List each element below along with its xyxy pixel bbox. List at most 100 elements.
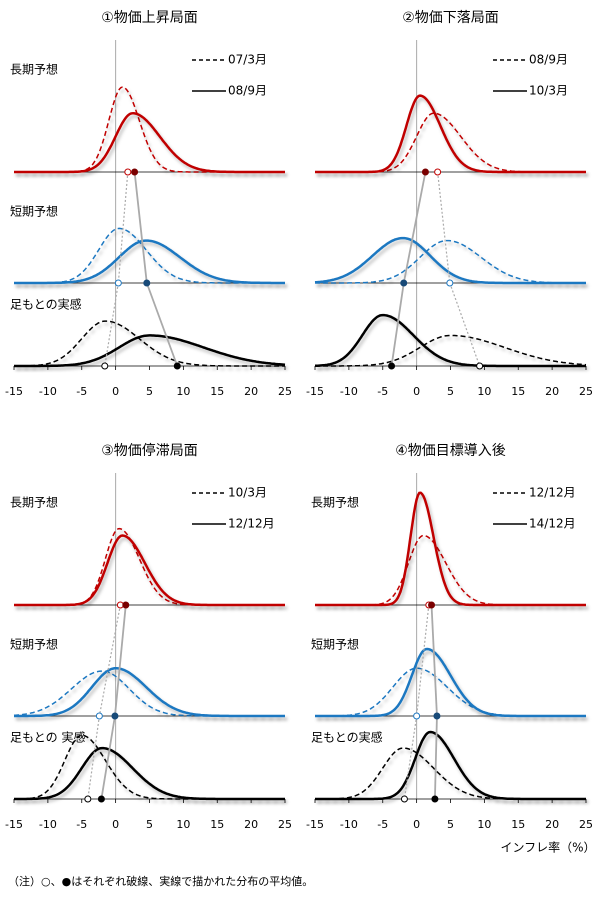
mean-dot xyxy=(413,712,421,720)
density-curve xyxy=(14,734,285,800)
mean-connector xyxy=(434,715,438,800)
mean-dot xyxy=(111,712,119,720)
x-tick-label: 0 xyxy=(413,818,420,831)
mean-dot xyxy=(433,712,441,720)
mean-dot xyxy=(428,601,436,609)
x-tick-label: 5 xyxy=(146,818,153,831)
mean-connector xyxy=(133,171,148,284)
density-curve xyxy=(315,491,586,607)
legend-label: 10/3月 xyxy=(529,84,568,98)
row-label: 短期予想 xyxy=(10,204,58,219)
row-label: 長期予想 xyxy=(311,495,359,510)
density-curve xyxy=(315,647,586,718)
density-curve xyxy=(315,313,586,368)
row-label: 足もとの 実感 xyxy=(10,730,85,745)
panel-title: ①物価上昇局面 xyxy=(101,10,198,26)
mean-connector xyxy=(145,282,179,367)
x-tick-label: 10 xyxy=(176,385,190,398)
density-curve xyxy=(14,86,285,173)
mean-dot xyxy=(143,279,151,287)
note: （注）○、●はそれぞれ破線、実線で描かれた分布の平均値。 xyxy=(8,874,313,888)
density-curve xyxy=(14,667,285,718)
x-tick-label: 15 xyxy=(210,818,224,831)
density-curve xyxy=(14,527,285,606)
mean-dot xyxy=(388,362,396,370)
mean-connector xyxy=(403,715,418,800)
mean-dot xyxy=(122,601,130,609)
x-tick-label: -10 xyxy=(340,818,358,831)
mean-connector xyxy=(437,171,451,284)
mean-dot xyxy=(124,168,132,176)
density-curve xyxy=(315,747,586,800)
x-tick-label: -10 xyxy=(39,818,57,831)
row-label: 長期予想 xyxy=(10,495,58,510)
x-tick-label: 25 xyxy=(579,385,593,398)
x-tick-label: 0 xyxy=(112,385,119,398)
mean-connector xyxy=(87,715,100,800)
x-tick-label: -15 xyxy=(5,818,23,831)
x-tick-label: 15 xyxy=(210,385,224,398)
mean-dot xyxy=(95,712,103,720)
x-tick-label: 25 xyxy=(579,818,593,831)
mean-dot xyxy=(446,279,454,287)
mean-dot xyxy=(476,362,484,370)
density-curve xyxy=(315,112,586,173)
mean-connector xyxy=(98,604,121,717)
mean-dot xyxy=(434,168,442,176)
x-tick-label: -15 xyxy=(306,818,324,831)
x-tick-label: 15 xyxy=(511,818,525,831)
mean-dot xyxy=(131,168,139,176)
x-tick-label: 20 xyxy=(545,385,559,398)
mean-dot xyxy=(84,795,92,803)
mean-dot xyxy=(173,362,181,370)
x-tick-label: -5 xyxy=(377,385,388,398)
mean-connector xyxy=(402,171,427,284)
x-tick-label: 5 xyxy=(447,818,454,831)
x-tick-label: -15 xyxy=(306,385,324,398)
x-axis-label: インフレ率（%） xyxy=(500,840,595,855)
mean-dot xyxy=(400,279,408,287)
density-curve xyxy=(14,746,285,801)
x-tick-label: 0 xyxy=(112,818,119,831)
mean-dot xyxy=(421,168,429,176)
density-curve xyxy=(14,334,286,368)
x-tick-label: 15 xyxy=(511,385,525,398)
row-label: 短期予想 xyxy=(311,637,359,652)
x-tick-label: 20 xyxy=(244,818,258,831)
row-label: 短期予想 xyxy=(10,637,58,652)
row-label: 長期予想 xyxy=(10,62,58,77)
legend-label: 08/9月 xyxy=(529,53,568,67)
density-curve xyxy=(315,334,587,367)
mean-connector xyxy=(390,282,405,367)
x-tick-label: 25 xyxy=(278,385,292,398)
panel-title: ③物価停滞局面 xyxy=(101,442,198,459)
x-tick-label: 20 xyxy=(545,818,559,831)
density-curve xyxy=(14,534,285,607)
row-label: 足もとの実感 xyxy=(10,297,82,312)
panel-title: ④物価目標導入後 xyxy=(395,443,506,459)
density-curve xyxy=(13,670,285,717)
mean-dot xyxy=(101,362,109,370)
density-curve xyxy=(315,94,586,174)
mean-connector xyxy=(449,282,481,367)
density-curve xyxy=(314,236,586,285)
panel-title: ②物価下落局面 xyxy=(402,10,499,26)
x-tick-label: -5 xyxy=(377,818,388,831)
density-curve xyxy=(14,111,285,174)
legend-label: 07/3月 xyxy=(228,53,267,67)
x-tick-label: 0 xyxy=(413,385,420,398)
x-tick-label: 10 xyxy=(477,818,491,831)
x-tick-label: 10 xyxy=(176,818,190,831)
legend-label: 14/12月 xyxy=(529,517,576,531)
x-tick-label: -15 xyxy=(5,385,23,398)
density-curve xyxy=(14,239,285,285)
mean-connector xyxy=(114,604,127,717)
x-tick-label: 25 xyxy=(278,818,292,831)
mean-connector xyxy=(100,715,116,800)
x-tick-label: 20 xyxy=(244,385,258,398)
mean-dot xyxy=(97,795,105,803)
x-tick-label: 5 xyxy=(447,385,454,398)
mean-dot xyxy=(114,279,122,287)
x-tick-label: -10 xyxy=(340,385,358,398)
